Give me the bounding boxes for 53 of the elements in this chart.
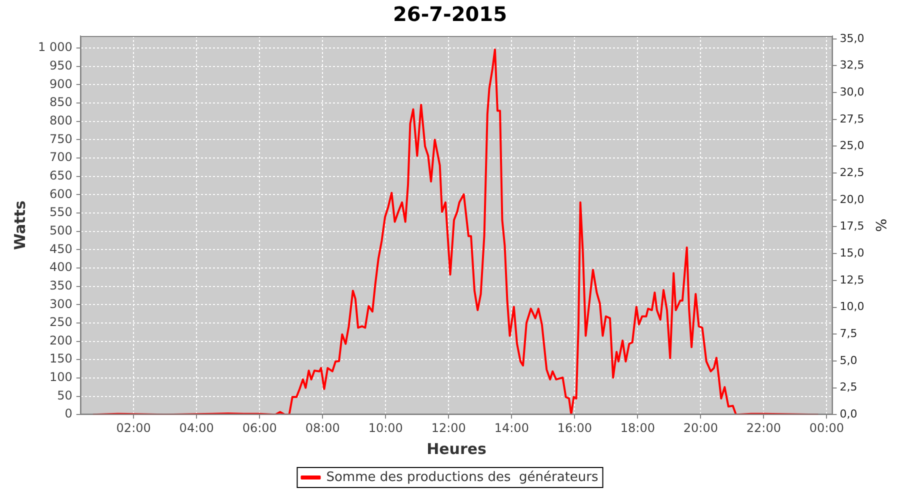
y2-tick-label: 12,5 bbox=[840, 273, 864, 286]
y-tick-label: 450 bbox=[49, 242, 72, 256]
y2-tick-label: 10,0 bbox=[840, 300, 864, 314]
y2-tick-label: 2,5 bbox=[840, 380, 858, 394]
y-tick-label: 200 bbox=[49, 333, 72, 348]
y-axis-title: Watts bbox=[10, 200, 29, 250]
y-tick-label: 900 bbox=[49, 76, 72, 91]
y-tick-label: 850 bbox=[49, 95, 72, 110]
x-axis-title: Heures bbox=[426, 440, 487, 458]
x-tick-label: 14:00 bbox=[494, 420, 529, 435]
y2-tick-label: 15,0 bbox=[840, 246, 864, 260]
y-tick-label: 550 bbox=[49, 205, 72, 220]
x-tick-label: 10:00 bbox=[368, 420, 403, 435]
y2-tick-label: 20,0 bbox=[840, 192, 864, 206]
y-tick-label: 350 bbox=[49, 278, 72, 292]
x-tick-label: 00:00 bbox=[809, 420, 844, 435]
y-tick-label: 50 bbox=[57, 388, 72, 402]
y-tick-label: 100 bbox=[49, 370, 72, 384]
x-tick-label: 18:00 bbox=[620, 420, 655, 435]
y2-tick-label: 17,5 bbox=[840, 220, 864, 233]
x-tick-label: 16:00 bbox=[557, 420, 592, 435]
y2-tick-label: 32,5 bbox=[840, 58, 864, 72]
y-tick-label: 1 000 bbox=[38, 40, 72, 54]
y-tick-label: 800 bbox=[49, 114, 72, 128]
y2-axis-title: % bbox=[872, 218, 888, 232]
x-tick-label: 20:00 bbox=[683, 420, 718, 435]
y2-tick-label: 35,0 bbox=[840, 32, 864, 45]
x-tick-label: 12:00 bbox=[431, 420, 466, 435]
x-tick-label: 06:00 bbox=[242, 420, 277, 435]
y-tick-label: 750 bbox=[49, 132, 72, 146]
y-tick-label: 700 bbox=[49, 150, 72, 164]
y-tick-label: 0 bbox=[64, 406, 72, 421]
chart-title: 26-7-2015 bbox=[392, 2, 508, 26]
y-tick-label: 400 bbox=[49, 260, 72, 274]
y2-tick-label: 25,0 bbox=[840, 139, 864, 152]
y-tick-label: 300 bbox=[49, 296, 72, 311]
y2-tick-label: 7,5 bbox=[840, 326, 858, 340]
y-tick-label: 150 bbox=[49, 352, 72, 366]
y-tick-label: 650 bbox=[49, 168, 72, 182]
y2-tick-label: 22,5 bbox=[840, 166, 864, 179]
x-tick-label: 22:00 bbox=[746, 420, 782, 435]
y-tick-label: 500 bbox=[49, 223, 72, 238]
x-tick-label: 04:00 bbox=[179, 420, 214, 435]
y2-tick-label: 27,5 bbox=[840, 112, 864, 126]
y-tick-label: 600 bbox=[49, 186, 72, 201]
x-tick-label: 02:00 bbox=[116, 420, 151, 435]
y2-tick-label: 0,0 bbox=[840, 407, 858, 420]
y2-tick-label: 5,0 bbox=[840, 354, 858, 367]
legend-label: Somme des productions des générateurs bbox=[326, 470, 599, 485]
y2-tick-label: 30,0 bbox=[840, 85, 864, 98]
x-tick-label: 08:00 bbox=[305, 420, 340, 435]
y-tick-label: 250 bbox=[49, 315, 72, 330]
y-tick-label: 950 bbox=[49, 58, 72, 73]
